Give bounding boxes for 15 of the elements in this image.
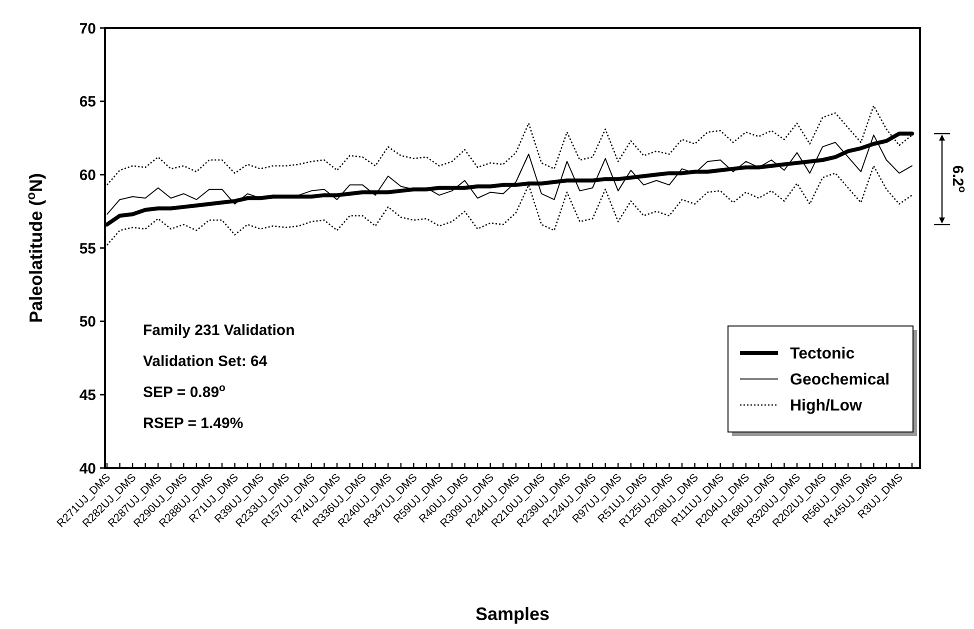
y-tick-label: 40 — [79, 460, 96, 478]
y-tick-label: 55 — [79, 240, 96, 258]
legend-label: Tectonic — [790, 346, 855, 363]
annotation: RSEP = 1.49% — [143, 415, 244, 432]
y-tick-label: 60 — [79, 166, 96, 184]
legend-label: Geochemical — [790, 372, 890, 389]
legend-label: High/Low — [790, 398, 863, 415]
y-tick-label: 65 — [79, 94, 96, 111]
annotation: Family 231 Validation — [143, 322, 295, 339]
annotation: SEP = 0.89$^{o}$ — [143, 382, 226, 401]
x-axis-title: Samples — [475, 604, 550, 624]
y-tick-label: 50 — [79, 314, 96, 331]
y-tick-label: 45 — [79, 386, 96, 404]
annotation: Validation Set: 64 — [143, 353, 268, 370]
y-tick-label: 70 — [79, 20, 96, 38]
